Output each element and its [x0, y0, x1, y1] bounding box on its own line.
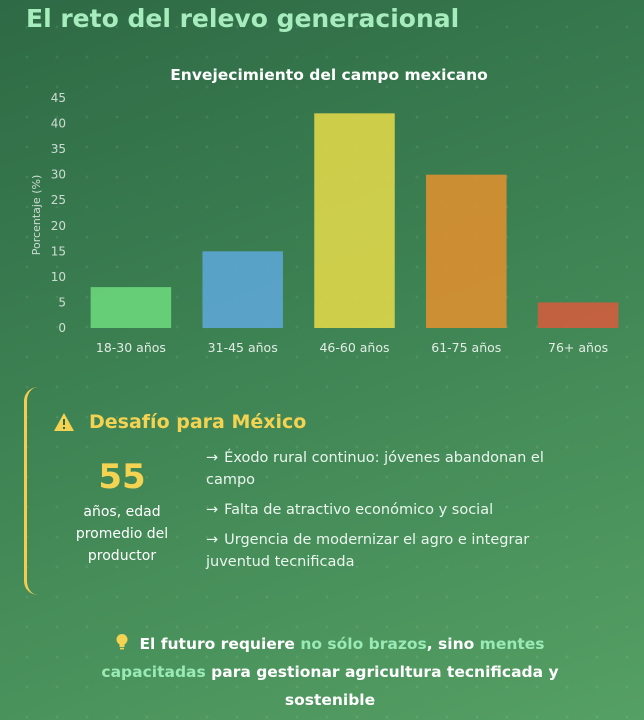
bar-2	[202, 251, 283, 328]
chart-title: Envejecimiento del campo mexicano	[170, 66, 488, 84]
y-tick-label: 40	[51, 117, 66, 131]
warning-icon	[54, 413, 74, 431]
challenge-title: Desafío para México	[89, 411, 307, 433]
y-tick-label: 30	[51, 168, 66, 182]
bar-3	[314, 113, 395, 328]
bar-5	[537, 302, 619, 328]
arrow-icon: →	[206, 450, 219, 466]
arrow-icon: →	[206, 502, 219, 518]
challenge-panel: Desafío para México 55 años, edad promed…	[24, 387, 627, 595]
x-tick-label: 18-30 años	[96, 340, 166, 355]
lightbulb-icon	[116, 634, 128, 650]
x-tick-label: 46-60 años	[319, 340, 389, 355]
challenge-header: Desafío para México	[53, 411, 306, 433]
challenge-points: → Éxodo rural continuo: jóvenes abandonan…	[206, 447, 576, 581]
y-tick-label: 10	[51, 270, 66, 284]
average-age-value: 55	[98, 457, 146, 497]
challenge-point: → Éxodo rural continuo: jóvenes abandonan…	[206, 450, 544, 488]
y-tick-label: 5	[58, 295, 66, 309]
challenge-point: → Falta de atractivo económico y social	[206, 502, 494, 518]
bar-4	[426, 174, 507, 328]
y-tick-label: 35	[51, 142, 66, 156]
y-tick-label: 45	[51, 91, 66, 105]
x-tick-label: 31-45 años	[208, 340, 278, 355]
challenge-point: → Urgencia de modernizar el agro e integr…	[206, 532, 530, 570]
age-bar-chart: Envejecimiento del campo mexicano Porcen…	[30, 66, 619, 355]
y-tick-label: 25	[51, 193, 66, 207]
x-tick-label: 61-75 años	[431, 340, 501, 355]
y-tick-label: 15	[51, 244, 66, 258]
y-axis-label: Porcentaje (%)	[30, 175, 43, 255]
average-age-stat: 55 años, edad promedio del productor	[63, 457, 181, 567]
page-title: El reto del relevo generacional	[26, 4, 460, 33]
arrow-icon: →	[206, 532, 219, 548]
average-age-label: años, edad promedio del productor	[75, 504, 169, 564]
x-tick-label: 76+ años	[548, 340, 608, 355]
y-tick-label: 0	[58, 321, 66, 335]
footer-message: El futuro requiere no sólo brazos, sino …	[101, 634, 559, 709]
y-tick-label: 20	[51, 219, 66, 233]
bar-1	[90, 287, 172, 328]
